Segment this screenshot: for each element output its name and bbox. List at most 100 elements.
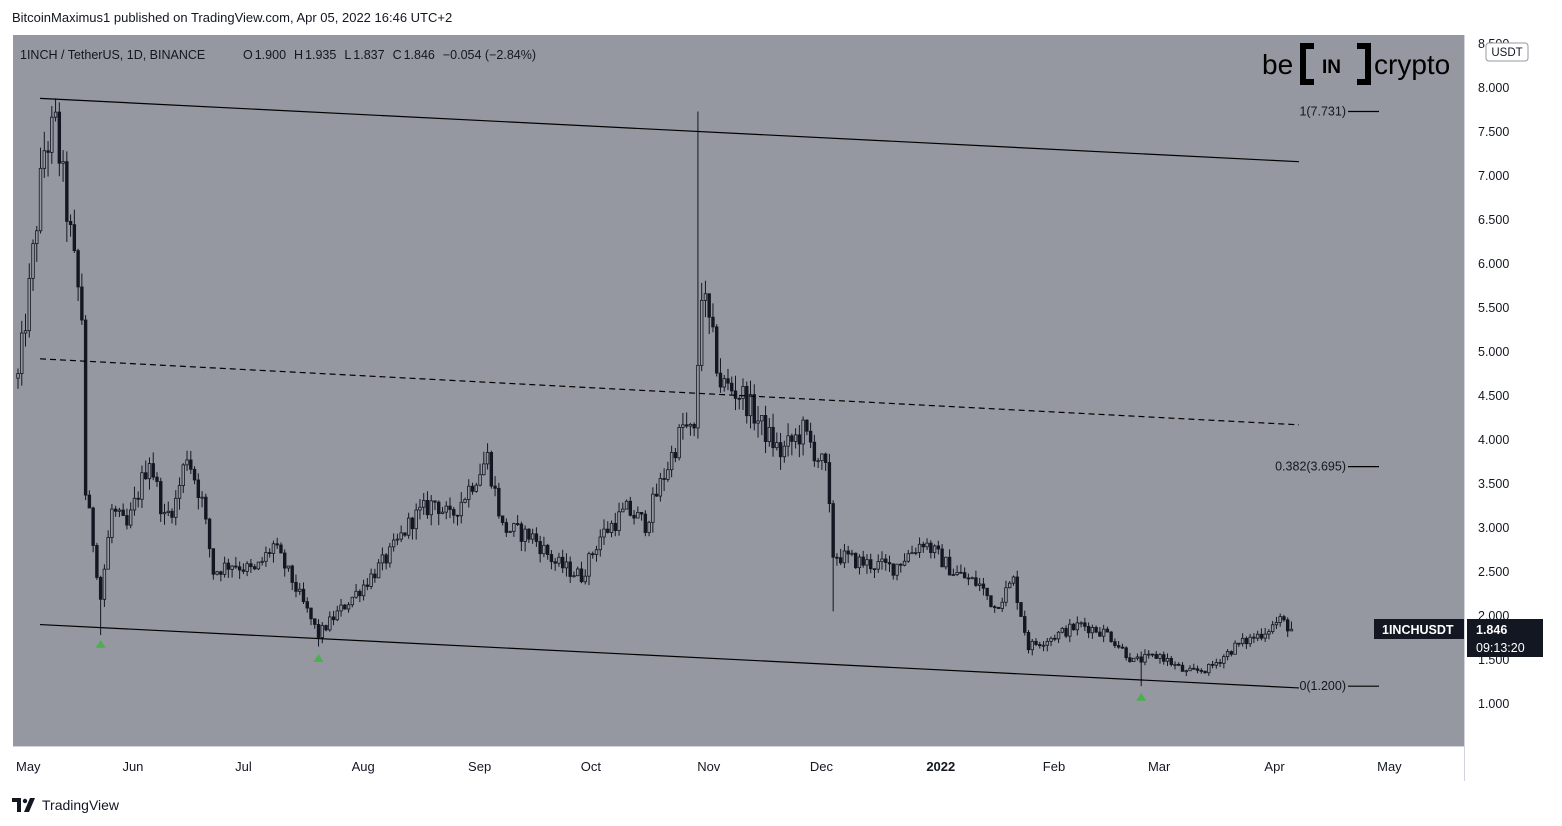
candle-body (530, 533, 535, 540)
candle-body (294, 582, 298, 592)
candle-body (1195, 668, 1200, 671)
candle-body (519, 523, 524, 542)
candle-body (715, 326, 719, 374)
candle-body (1173, 663, 1177, 666)
candle-body (339, 604, 343, 612)
candle-body (177, 485, 182, 499)
candle-body (20, 332, 24, 374)
candle-body (711, 316, 715, 328)
candle-body (827, 462, 832, 504)
candle-body (151, 463, 155, 478)
candle-body (1116, 645, 1121, 648)
legend-c-label: C (393, 48, 402, 62)
candle-body (527, 528, 531, 540)
candle-body (260, 560, 264, 563)
candle-body (929, 542, 933, 554)
candle-body (128, 509, 133, 526)
candle-body (1079, 622, 1083, 625)
candle-body (793, 434, 798, 442)
trendlines (39, 97, 1299, 689)
candle-body (189, 459, 193, 470)
candle-body (95, 545, 99, 578)
candle-body (1210, 663, 1215, 666)
candle-body (113, 508, 118, 512)
candle-body (80, 286, 84, 321)
candle-body (200, 496, 204, 499)
candle-body (264, 552, 268, 562)
candle-body (899, 563, 903, 566)
candle-body (977, 583, 982, 586)
candle-body (1199, 670, 1203, 672)
candle-body (65, 161, 69, 222)
candle-body (313, 618, 317, 625)
candle-body (1225, 651, 1230, 657)
candle-body (414, 509, 418, 530)
candle-body (1285, 619, 1290, 632)
candle-body (72, 224, 77, 252)
candle-body (549, 554, 554, 563)
price-tick-label: 5.500 (1478, 301, 1509, 315)
candle-body (703, 293, 708, 301)
candle-body (639, 511, 644, 515)
legend-o-label: O (243, 48, 253, 62)
candle-body (346, 604, 351, 610)
candle-body (410, 517, 415, 530)
candle-body (760, 415, 764, 422)
candle-body (271, 543, 276, 554)
candle-body (669, 452, 674, 471)
candle-body (1263, 633, 1267, 639)
candle-body (951, 574, 956, 577)
ticker-name: 1INCHUSDT (1382, 623, 1454, 637)
candle-body (1090, 627, 1095, 634)
candle-body (1180, 664, 1185, 672)
time-tick-label: May (16, 759, 41, 774)
candle-body (1158, 654, 1162, 659)
candle-body (767, 426, 771, 443)
candle-body (1008, 582, 1012, 589)
candle-body (1015, 576, 1019, 603)
candle-body (211, 548, 216, 575)
footer-brand: TradingView (42, 797, 120, 813)
candle-body (662, 478, 666, 480)
candle-body (437, 501, 441, 515)
candle-body (110, 508, 114, 538)
logo-text-be: be (1262, 49, 1293, 80)
candle-body (568, 561, 572, 577)
candle-body (771, 426, 775, 449)
candle-body (1030, 640, 1034, 651)
candle-body (636, 511, 640, 519)
channel-upper-line[interactable] (39, 97, 1299, 163)
candle-body (1049, 637, 1053, 642)
candle-body (1237, 642, 1241, 645)
channel-mid-line[interactable] (39, 358, 1299, 426)
candle-body (1192, 667, 1196, 670)
candle-body (1034, 640, 1038, 645)
candle-body (350, 596, 355, 606)
candle-body (557, 556, 561, 564)
last-price-label: 1INCHUSDT 1.846 09:13:20 (1374, 619, 1543, 657)
candle-body (606, 528, 610, 533)
candle-body (1218, 662, 1222, 664)
candle-body (204, 496, 208, 520)
channel-lower-line[interactable] (39, 623, 1299, 689)
legend-c-value: 1.846 (404, 48, 435, 62)
candle-body (741, 386, 745, 399)
arrow-up-icon (1136, 692, 1147, 701)
legend-change: −0.054 (−2.84%) (443, 48, 536, 62)
candle-body (249, 563, 253, 568)
candle-body (27, 277, 31, 332)
candle-body (1105, 628, 1110, 633)
price-tick-label: 6.000 (1478, 257, 1509, 271)
price-tick-label: 4.000 (1478, 433, 1509, 447)
fib-level-0-label: 0(1.200) (1299, 679, 1346, 693)
currency-badge[interactable] (1485, 42, 1529, 62)
fib-levels: 1(7.731) 0.382(3.695) 0(1.200) (1275, 104, 1379, 693)
candle-body (365, 584, 370, 587)
candle-body (219, 571, 223, 575)
candle-body (1147, 653, 1151, 656)
time-tick-label: Nov (697, 759, 721, 774)
plot-background (13, 35, 1464, 746)
candle-body (1026, 632, 1031, 651)
candle-body (207, 518, 212, 550)
